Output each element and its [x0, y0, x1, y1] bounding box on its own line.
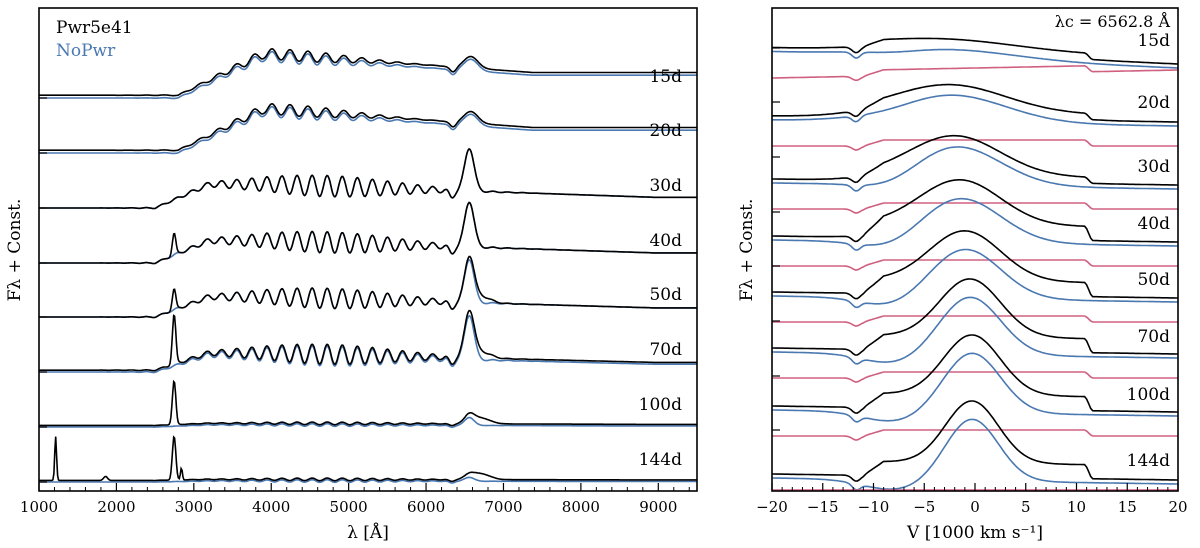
right-x-tick-label-8: 20	[1168, 498, 1187, 516]
right-profile-nopwr-15d	[772, 48, 1179, 69]
left-panel: 15d 20d 30d 40d 50d 70d 100d 144d 1000 2000 3000 4…	[5, 7, 698, 543]
right-profile-pwr-15d	[772, 37, 1179, 65]
left-epoch-label-30d: 30d	[649, 176, 682, 196]
left-spectrum-nopwr-70d	[39, 314, 697, 374]
right-x-tick-label-4: 0	[970, 498, 980, 516]
left-x-tick-label-7000: 7000	[484, 498, 522, 516]
right-profile-pwr-100d	[772, 334, 1178, 414]
left-epoch-label-40d: 40d	[649, 231, 682, 251]
right-x-tick-label-2: −10	[858, 498, 890, 516]
left-x-tick-label-8000: 8000	[562, 498, 600, 516]
right-panel: 15d 20d 30d 40d 50d 70d 100d 144d −20 −15 −10 −5 0 5…	[737, 7, 1188, 543]
right-plot-frame	[771, 7, 1179, 492]
central-wavelength-annotation: λc = 6562.8 Å	[1055, 11, 1171, 31]
right-x-tick-label-3: −5	[913, 498, 935, 516]
left-epoch-label-50d: 50d	[649, 285, 682, 305]
left-x-tick-label-2000: 2000	[97, 498, 135, 516]
left-spectrum-pwr-30d	[39, 147, 697, 210]
right-epoch-label-50d: 50d	[1137, 270, 1170, 290]
left-spectrum-nopwr-20d	[39, 105, 697, 155]
left-plot-frame	[38, 7, 698, 492]
right-profile-pwr-30d	[772, 134, 1178, 186]
left-epoch-label-70d: 70d	[649, 340, 682, 360]
right-profile-diff-15d	[772, 64, 1178, 81]
left-ticks-group: 1000 2000 3000 4000 5000 6000 7000 8000 9000	[20, 97, 690, 516]
left-spectrum-pwr-100d	[39, 379, 697, 427]
left-x-tick-label-5000: 5000	[330, 498, 368, 516]
right-x-tick-label-7: 15	[1118, 498, 1137, 516]
left-spectrum-pwr-40d	[39, 201, 697, 265]
left-epoch-label-15d: 15d	[649, 67, 682, 87]
right-x-tick-label-1: −15	[807, 498, 839, 516]
right-epoch-label-30d: 30d	[1137, 157, 1170, 177]
right-profile-nopwr-70d	[772, 296, 1178, 365]
right-profile-diff-30d	[772, 202, 1178, 214]
left-x-tick-label-4000: 4000	[252, 498, 290, 516]
right-profile-diff-70d	[772, 371, 1178, 383]
right-x-tick-label-0: −20	[756, 498, 788, 516]
right-x-axis-title: V [1000 km s⁻¹]	[906, 523, 1043, 543]
left-x-tick-label-6000: 6000	[407, 498, 445, 516]
left-epoch-label-20d: 20d	[649, 121, 682, 141]
left-spectrum-pwr-70d	[39, 309, 697, 372]
right-profile-nopwr-100d	[772, 352, 1178, 423]
left-spectrum-nopwr-40d	[39, 201, 697, 265]
right-profile-nopwr-144d	[772, 418, 1178, 491]
right-x-tick-label-5: 5	[1021, 498, 1031, 516]
left-spectrum-pwr-20d	[39, 102, 697, 152]
left-spectrum-nopwr-50d	[39, 258, 697, 319]
right-epoch-label-144d: 144d	[1127, 451, 1170, 471]
right-profile-pwr-40d	[772, 179, 1178, 243]
right-profile-pwr-20d	[772, 83, 1178, 123]
left-spectra-group: 15d 20d 30d 40d 50d 70d 100d 144d	[39, 47, 697, 484]
legend-pwr5e41: Pwr5e41	[56, 18, 133, 38]
right-profile-diff-20d	[772, 139, 1178, 151]
right-ticks-group: −20 −15 −10 −5 0 5 10 15 20	[756, 47, 1188, 516]
right-profile-diff-50d	[772, 315, 1178, 327]
right-x-tick-label-6: 10	[1067, 498, 1086, 516]
right-profile-nopwr-50d	[772, 248, 1178, 309]
right-y-axis-title: Fλ + Const.	[737, 199, 757, 302]
left-spectrum-nopwr-15d	[39, 50, 697, 100]
left-epoch-label-144d: 144d	[639, 450, 682, 470]
right-epoch-label-15d: 15d	[1137, 31, 1170, 51]
right-epoch-label-70d: 70d	[1137, 327, 1170, 347]
right-epoch-label-20d: 20d	[1137, 93, 1170, 113]
left-spectrum-nopwr-30d	[39, 147, 697, 210]
left-spectrum-pwr-15d	[39, 47, 697, 97]
left-x-axis-title: λ [Å]	[347, 522, 389, 543]
right-profile-nopwr-20d	[772, 94, 1178, 127]
right-epoch-label-40d: 40d	[1137, 214, 1170, 234]
right-epoch-label-100d: 100d	[1127, 385, 1170, 405]
right-profiles-group: 15d 20d 30d 40d 50d 70d 100d 144d	[772, 31, 1179, 491]
right-profile-nopwr-30d	[772, 146, 1178, 192]
legend-nopwr: NoPwr	[56, 41, 116, 61]
right-profile-pwr-70d	[772, 278, 1178, 356]
left-spectrum-nopwr-144d	[39, 476, 697, 484]
right-profile-nopwr-40d	[772, 197, 1178, 251]
left-epoch-label-100d: 100d	[639, 395, 682, 415]
right-profile-diff-40d	[772, 259, 1178, 271]
left-spectrum-pwr-50d	[39, 255, 697, 319]
right-profile-pwr-50d	[772, 229, 1178, 300]
right-profile-diff-100d	[772, 429, 1178, 441]
right-profile-pwr-144d	[772, 400, 1178, 482]
left-spectrum-pwr-144d	[39, 435, 697, 483]
left-y-axis-title: Fλ + Const.	[5, 199, 25, 302]
left-x-tick-label-1000: 1000	[20, 498, 58, 516]
left-spectrum-nopwr-100d	[39, 416, 697, 429]
left-x-tick-label-3000: 3000	[175, 498, 213, 516]
left-x-tick-label-9000: 9000	[639, 498, 677, 516]
